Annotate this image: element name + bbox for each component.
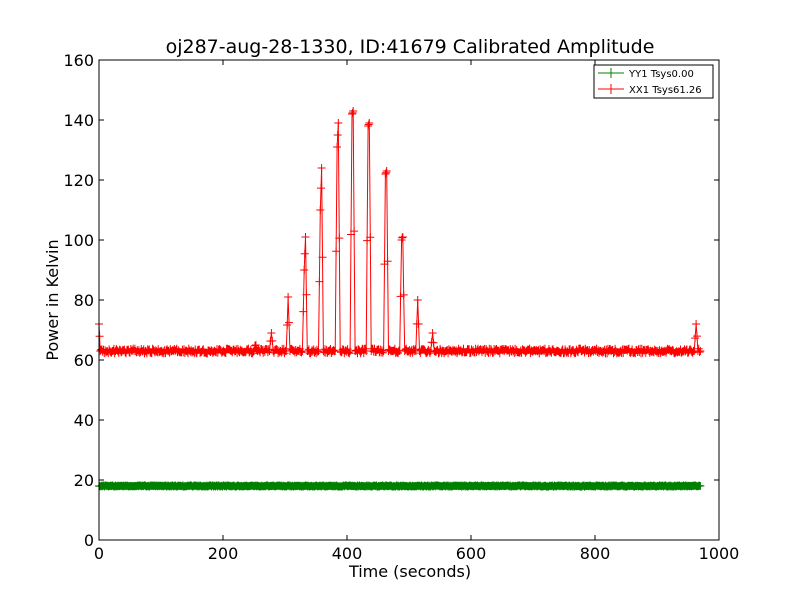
x-axis-label: Time (seconds) bbox=[348, 562, 471, 581]
y-tick-label: 40 bbox=[74, 411, 94, 430]
legend-marker-yy1 bbox=[606, 68, 616, 78]
series-xx1 bbox=[95, 107, 705, 358]
legend: YY1 Tsys0.00 XX1 Tsys61.26 bbox=[593, 64, 714, 99]
y-tick-label: 120 bbox=[63, 171, 94, 190]
y-axis-label: Power in Kelvin bbox=[43, 239, 62, 360]
x-tick-label: 400 bbox=[332, 544, 363, 563]
y-tick-label: 20 bbox=[74, 471, 94, 490]
y-tick-label: 0 bbox=[84, 531, 94, 550]
y-tick-label: 60 bbox=[74, 351, 94, 370]
series-yy1 bbox=[95, 481, 705, 491]
y-tick-label: 160 bbox=[63, 51, 94, 70]
x-tick-label: 800 bbox=[580, 544, 611, 563]
series-markers bbox=[95, 481, 705, 491]
y-tick-label: 100 bbox=[63, 231, 94, 250]
tick-layer: 0 200 400 600 800 1000 0 20 40 60 80 100 120 140 160 bbox=[63, 51, 739, 563]
y-tick-label: 80 bbox=[74, 291, 94, 310]
legend-label-yy1: YY1 Tsys0.00 bbox=[628, 69, 694, 80]
x-tick-label: 1000 bbox=[699, 544, 740, 563]
x-tick-label: 600 bbox=[456, 544, 487, 563]
chart-title: oj287-aug-28-1330, ID:41679 Calibrated A… bbox=[166, 36, 655, 58]
series-layer bbox=[95, 107, 705, 491]
y-tick-label: 140 bbox=[63, 111, 94, 130]
legend-frame bbox=[593, 64, 714, 99]
legend-label-xx1: XX1 Tsys61.26 bbox=[629, 85, 702, 96]
x-tick-label: 200 bbox=[208, 544, 239, 563]
legend-marker-xx1 bbox=[606, 84, 616, 94]
x-tick-label: 0 bbox=[94, 544, 104, 563]
